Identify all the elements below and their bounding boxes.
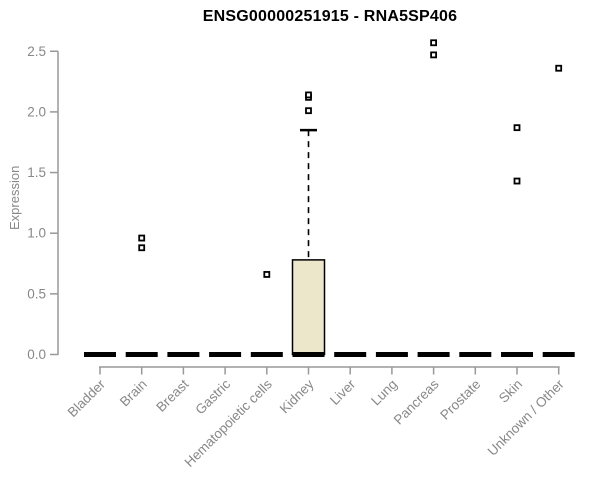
chart-title: ENSG00000251915 - RNA5SP406 bbox=[202, 8, 458, 25]
median-line bbox=[209, 352, 242, 357]
x-tick-label: Bladder bbox=[65, 376, 109, 420]
outlier-point bbox=[138, 244, 146, 252]
outlier-point bbox=[430, 51, 438, 59]
median-line bbox=[167, 352, 200, 357]
outlier-point bbox=[430, 39, 438, 47]
median-line bbox=[417, 352, 450, 357]
x-tick-label: Unknown / Other bbox=[485, 376, 568, 459]
median-line bbox=[459, 352, 492, 357]
y-tick-label: 2.5 bbox=[27, 44, 46, 59]
x-tick-label: Breast bbox=[153, 376, 191, 414]
median-line bbox=[375, 352, 408, 357]
x-tick-label: Liver bbox=[327, 376, 359, 408]
x-tick-label: Pancreas bbox=[391, 376, 442, 427]
box-Kidney bbox=[291, 259, 326, 356]
x-tick-label: Skin bbox=[496, 377, 525, 406]
median-line bbox=[84, 352, 116, 357]
outlier-point bbox=[263, 271, 271, 278]
outlier-point bbox=[555, 64, 563, 72]
y-tick-label: 0.5 bbox=[27, 286, 46, 301]
y-tick-label: 1.0 bbox=[27, 226, 46, 241]
outlier-point bbox=[513, 124, 521, 132]
median-line bbox=[501, 352, 533, 357]
median-line bbox=[250, 352, 283, 357]
outlier-point bbox=[513, 177, 521, 185]
median-line bbox=[334, 352, 367, 357]
x-tick-label: Brain bbox=[117, 377, 150, 410]
outlier-point bbox=[305, 91, 312, 99]
y-tick-label: 1.5 bbox=[27, 165, 46, 180]
median-line bbox=[125, 352, 158, 357]
x-tick-label: Lung bbox=[368, 377, 400, 409]
median-line bbox=[542, 352, 575, 357]
x-tick-label: Kidney bbox=[277, 376, 317, 416]
x-tick-label: Gastric bbox=[192, 376, 233, 417]
y-tick-label: 2.0 bbox=[27, 104, 46, 119]
outlier-point bbox=[138, 234, 146, 242]
y-tick-label: 0.0 bbox=[27, 347, 46, 362]
median-line bbox=[292, 352, 325, 357]
outlier-point bbox=[305, 107, 312, 115]
x-tick-label: Prostate bbox=[437, 377, 483, 423]
